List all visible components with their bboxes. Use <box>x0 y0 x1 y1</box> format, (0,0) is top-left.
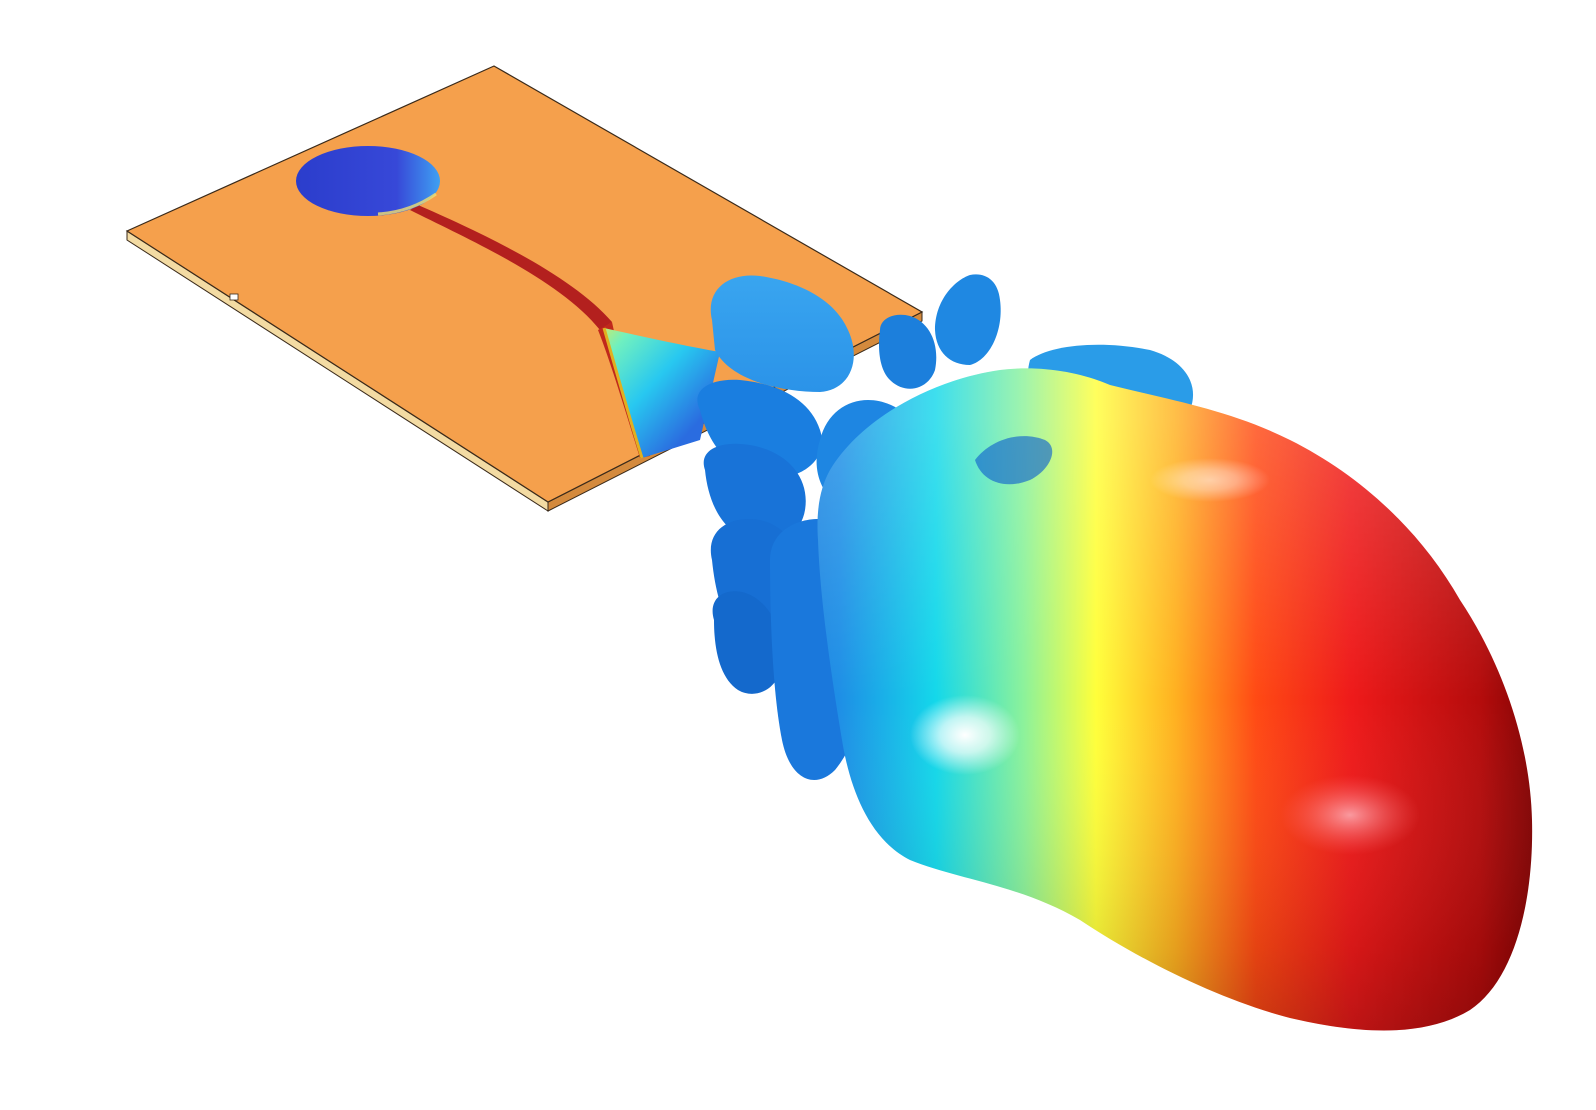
board-notch <box>229 293 239 301</box>
specular-highlight-top <box>1150 458 1270 502</box>
side-lobe-left-ring-4 <box>712 591 783 694</box>
specular-highlight-left <box>910 695 1020 775</box>
main-lobe-dimple <box>975 436 1053 485</box>
side-lobe-top-b <box>879 314 937 389</box>
side-lobe-left-ring-2 <box>703 443 806 543</box>
specular-highlight-right <box>1280 775 1420 855</box>
main-lobe-shading <box>817 368 1533 1031</box>
main-radiation-lobe <box>817 368 1533 1031</box>
tapered-field-region <box>602 327 720 459</box>
side-lobe-top-a <box>935 274 1001 365</box>
side-lobe-upper-left <box>710 275 854 392</box>
circular-patch <box>296 146 440 216</box>
